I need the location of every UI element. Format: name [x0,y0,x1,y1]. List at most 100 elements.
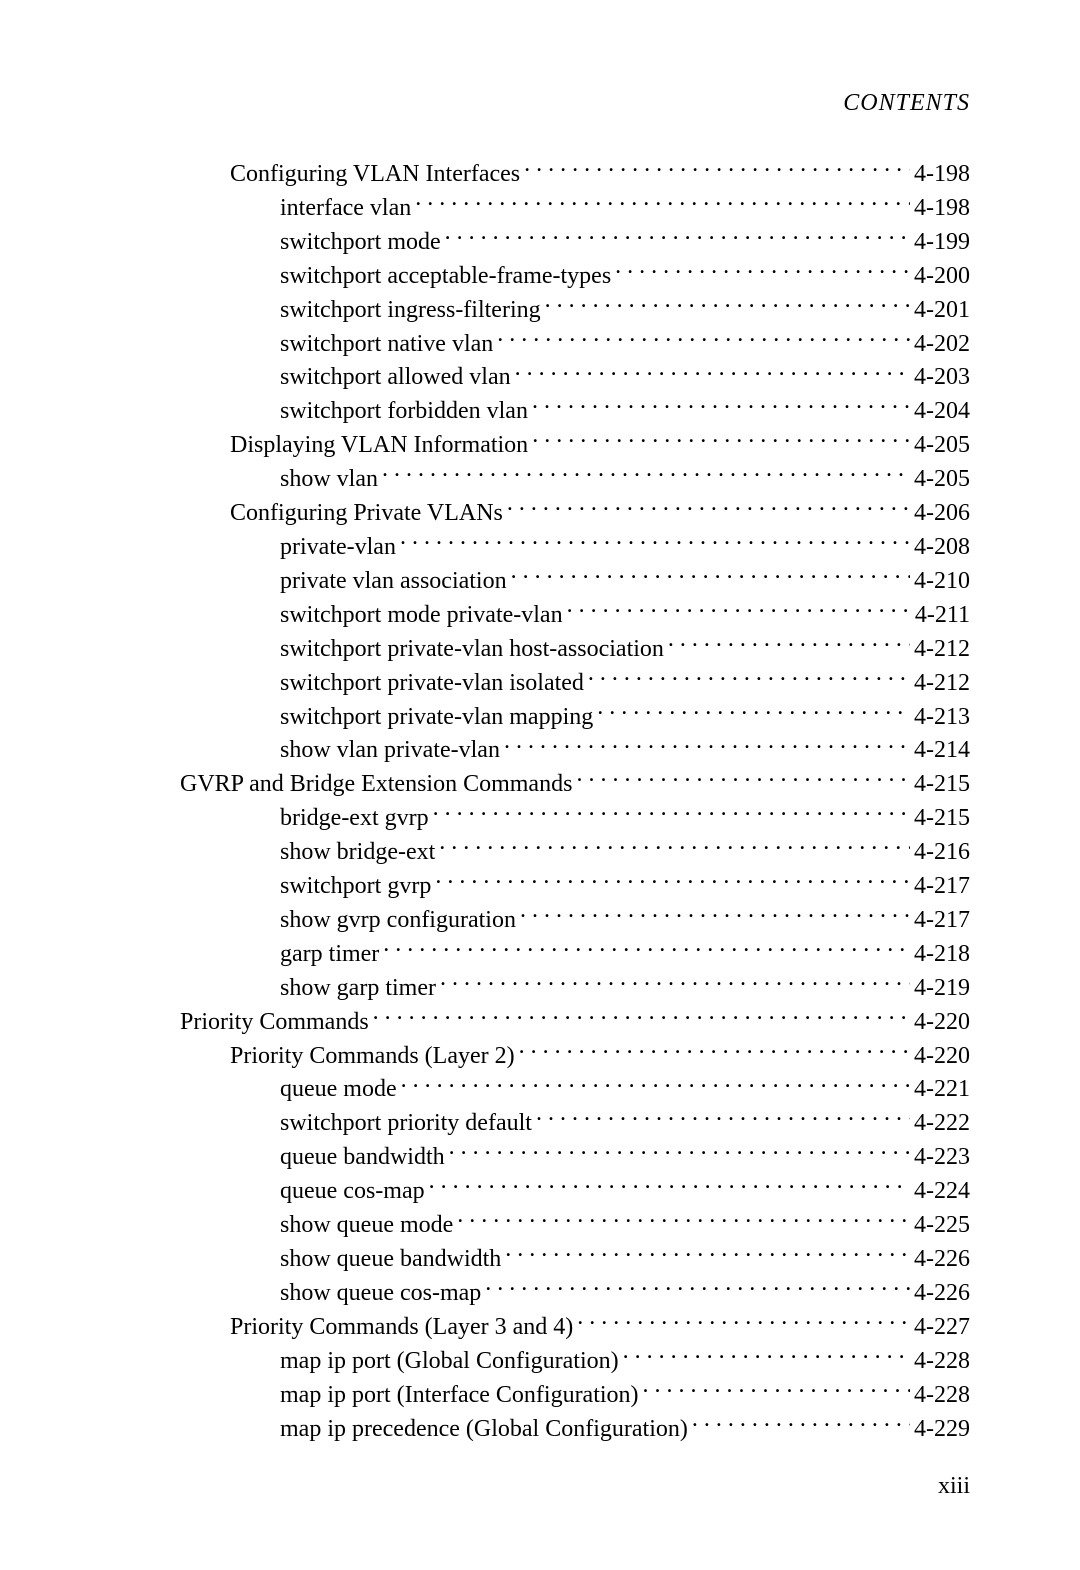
toc-dots [567,598,911,622]
toc-dots [524,157,910,181]
toc-dots [515,360,910,384]
toc-entry-page: 4-205 [914,430,970,462]
toc-entry-page: 4-204 [914,396,970,428]
toc-dots [692,1412,910,1436]
toc-entry-label: show gvrp configuration [280,905,516,937]
toc-entry: switchport priority default 4-222 [110,1106,970,1140]
toc-entry-page: 4-211 [915,600,970,632]
toc-dots [588,666,910,690]
toc-dots [435,869,910,893]
toc-dots [449,1140,910,1164]
toc-entry-page: 4-201 [914,295,970,327]
toc-dots [445,225,910,249]
toc-entry-label: queue bandwidth [280,1142,445,1174]
toc-entry-page: 4-203 [914,362,970,394]
toc-entry-page: 4-217 [914,871,970,903]
toc-entry-page: 4-222 [914,1108,970,1140]
toc-entry-label: map ip port (Global Configuration) [280,1346,619,1378]
toc-entry: garp timer4-218 [110,937,970,971]
toc-entry-label: switchport mode [280,227,441,259]
toc-entry: switchport private-vlan mapping4-213 [110,700,970,734]
toc-entry-label: queue mode [280,1074,397,1106]
toc-entry-page: 4-219 [914,973,970,1005]
toc-entry: map ip precedence (Global Configuration)… [110,1412,970,1446]
toc-entry: queue cos-map4-224 [110,1174,970,1208]
toc-entry: switchport private-vlan isolated4-212 [110,666,970,700]
toc-entry: switchport native vlan 4-202 [110,327,970,361]
toc-dots [440,971,910,995]
toc-entry-label: switchport gvrp [280,871,431,903]
toc-entry: show queue bandwidth4-226 [110,1242,970,1276]
toc-entry-page: 4-217 [914,905,970,937]
toc-entry-label: Priority Commands (Layer 2) [230,1041,515,1073]
toc-entry-label: bridge-ext gvrp [280,803,429,835]
toc-entry-label: show garp timer [280,973,436,1005]
toc-entry: show garp timer 4-219 [110,971,970,1005]
toc-entry: Priority Commands (Layer 3 and 4)4-227 [110,1310,970,1344]
toc-dots [505,1242,910,1266]
toc-entry: Priority Commands (Layer 2)4-220 [110,1039,970,1073]
toc-entry: interface vlan4-198 [110,191,970,225]
toc-entry-label: private-vlan [280,532,396,564]
toc-entry-label: switchport acceptable-frame-types [280,261,611,293]
toc-entry: switchport mode4-199 [110,225,970,259]
toc-entry-label: map ip precedence (Global Configuration) [280,1414,688,1446]
toc-entry-label: show queue cos-map [280,1278,481,1310]
toc-entry-page: 4-215 [914,803,970,835]
toc-entry-page: 4-202 [914,329,970,361]
toc-dots [511,564,910,588]
toc-entry-page: 4-226 [914,1244,970,1276]
table-of-contents: Configuring VLAN Interfaces4-198interfac… [110,157,970,1445]
toc-entry: show gvrp configuration 4-217 [110,903,970,937]
toc-entry-page: 4-212 [914,668,970,700]
toc-entry-page: 4-214 [914,735,970,767]
toc-entry: Configuring VLAN Interfaces4-198 [110,157,970,191]
toc-dots [532,428,910,452]
toc-entry: show vlan4-205 [110,462,970,496]
toc-entry-page: 4-213 [914,702,970,734]
toc-entry-page: 4-200 [914,261,970,293]
toc-dots [485,1276,910,1300]
toc-entry: show bridge-ext4-216 [110,835,970,869]
toc-entry-page: 4-221 [914,1074,970,1106]
toc-entry: private vlan association4-210 [110,564,970,598]
toc-entry: queue mode 4-221 [110,1072,970,1106]
toc-entry-label: switchport native vlan [280,329,493,361]
toc-entry-label: interface vlan [280,193,411,225]
toc-entry-page: 4-198 [914,159,970,191]
toc-entry: switchport private-vlan host-association… [110,632,970,666]
toc-entry-label: queue cos-map [280,1176,425,1208]
toc-entry: show vlan private-vlan4-214 [110,733,970,767]
toc-dots [507,496,910,520]
toc-entry-label: switchport private-vlan host-association [280,634,664,666]
toc-dots [383,937,910,961]
document-page: CONTENTS Configuring VLAN Interfaces4-19… [0,0,1080,1570]
toc-entry: show queue mode4-225 [110,1208,970,1242]
toc-entry-page: 4-229 [914,1414,970,1446]
toc-entry: Configuring Private VLANs4-206 [110,496,970,530]
toc-entry-page: 4-226 [914,1278,970,1310]
toc-dots [519,1039,910,1063]
toc-dots [577,1310,910,1334]
toc-dots [400,530,910,554]
toc-entry: queue bandwidth4-223 [110,1140,970,1174]
toc-entry: bridge-ext gvrp 4-215 [110,801,970,835]
toc-entry: Displaying VLAN Information4-205 [110,428,970,462]
toc-entry-label: GVRP and Bridge Extension Commands [180,769,572,801]
toc-entry: map ip port (Global Configuration)4-228 [110,1344,970,1378]
toc-dots [623,1344,910,1368]
toc-entry-label: show vlan [280,464,378,496]
toc-entry: switchport mode private-vlan 4-211 [110,598,970,632]
toc-dots [429,1174,910,1198]
toc-entry-page: 4-212 [914,634,970,666]
toc-entry-page: 4-210 [914,566,970,598]
toc-entry-label: switchport priority default [280,1108,532,1140]
toc-entry: GVRP and Bridge Extension Commands4-215 [110,767,970,801]
toc-entry: switchport gvrp 4-217 [110,869,970,903]
toc-dots [439,835,910,859]
toc-entry-label: switchport mode private-vlan [280,600,563,632]
toc-dots [433,801,910,825]
toc-entry: show queue cos-map 4-226 [110,1276,970,1310]
toc-dots [597,700,910,724]
toc-entry-page: 4-225 [914,1210,970,1242]
